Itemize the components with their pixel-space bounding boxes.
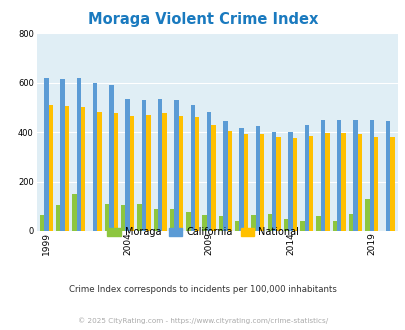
Bar	[385, 121, 389, 231]
Bar	[276, 137, 280, 231]
Bar	[369, 120, 373, 231]
Bar	[292, 138, 296, 231]
Text: © 2025 CityRating.com - https://www.cityrating.com/crime-statistics/: © 2025 CityRating.com - https://www.city…	[78, 317, 327, 324]
Bar	[44, 78, 48, 231]
Text: Crime Index corresponds to incidents per 100,000 inhabitants: Crime Index corresponds to incidents per…	[69, 285, 336, 294]
Bar	[158, 99, 162, 231]
Bar	[267, 214, 271, 231]
Bar	[304, 125, 308, 231]
Bar	[211, 125, 215, 231]
Bar	[271, 132, 276, 231]
Bar	[146, 115, 150, 231]
Bar	[40, 215, 44, 231]
Bar	[352, 120, 357, 231]
Bar	[178, 116, 183, 231]
Bar	[121, 205, 125, 231]
Bar	[190, 105, 194, 231]
Bar	[137, 204, 141, 231]
Bar	[315, 216, 320, 231]
Bar	[364, 199, 369, 231]
Bar	[357, 135, 361, 231]
Bar	[255, 126, 260, 231]
Bar	[341, 133, 345, 231]
Bar	[207, 112, 211, 231]
Bar	[324, 133, 329, 231]
Bar	[218, 216, 223, 231]
Bar	[234, 221, 239, 231]
Bar	[332, 221, 336, 231]
Bar	[373, 137, 377, 231]
Bar	[288, 132, 292, 231]
Bar	[202, 215, 207, 231]
Bar	[251, 215, 255, 231]
Bar	[153, 209, 158, 231]
Bar	[104, 204, 109, 231]
Bar	[56, 205, 60, 231]
Bar	[336, 120, 341, 231]
Bar	[93, 82, 97, 231]
Bar	[48, 105, 53, 231]
Bar	[77, 78, 81, 231]
Bar	[227, 131, 231, 231]
Bar	[260, 135, 264, 231]
Bar	[97, 112, 102, 231]
Bar	[162, 114, 166, 231]
Legend: Moraga, California, National: Moraga, California, National	[103, 223, 302, 241]
Bar	[65, 106, 69, 231]
Bar	[243, 135, 247, 231]
Bar	[125, 99, 130, 231]
Bar	[320, 120, 324, 231]
Bar	[130, 116, 134, 231]
Bar	[141, 100, 146, 231]
Bar	[283, 219, 288, 231]
Bar	[308, 136, 313, 231]
Bar	[239, 128, 243, 231]
Bar	[299, 221, 304, 231]
Bar	[348, 214, 352, 231]
Bar	[186, 213, 190, 231]
Bar	[109, 85, 113, 231]
Bar	[170, 209, 174, 231]
Bar	[81, 107, 85, 231]
Bar	[389, 137, 394, 231]
Bar	[113, 114, 118, 231]
Text: Moraga Violent Crime Index: Moraga Violent Crime Index	[87, 12, 318, 26]
Bar	[174, 100, 178, 231]
Bar	[194, 117, 199, 231]
Bar	[223, 121, 227, 231]
Bar	[60, 79, 65, 231]
Bar	[72, 194, 77, 231]
